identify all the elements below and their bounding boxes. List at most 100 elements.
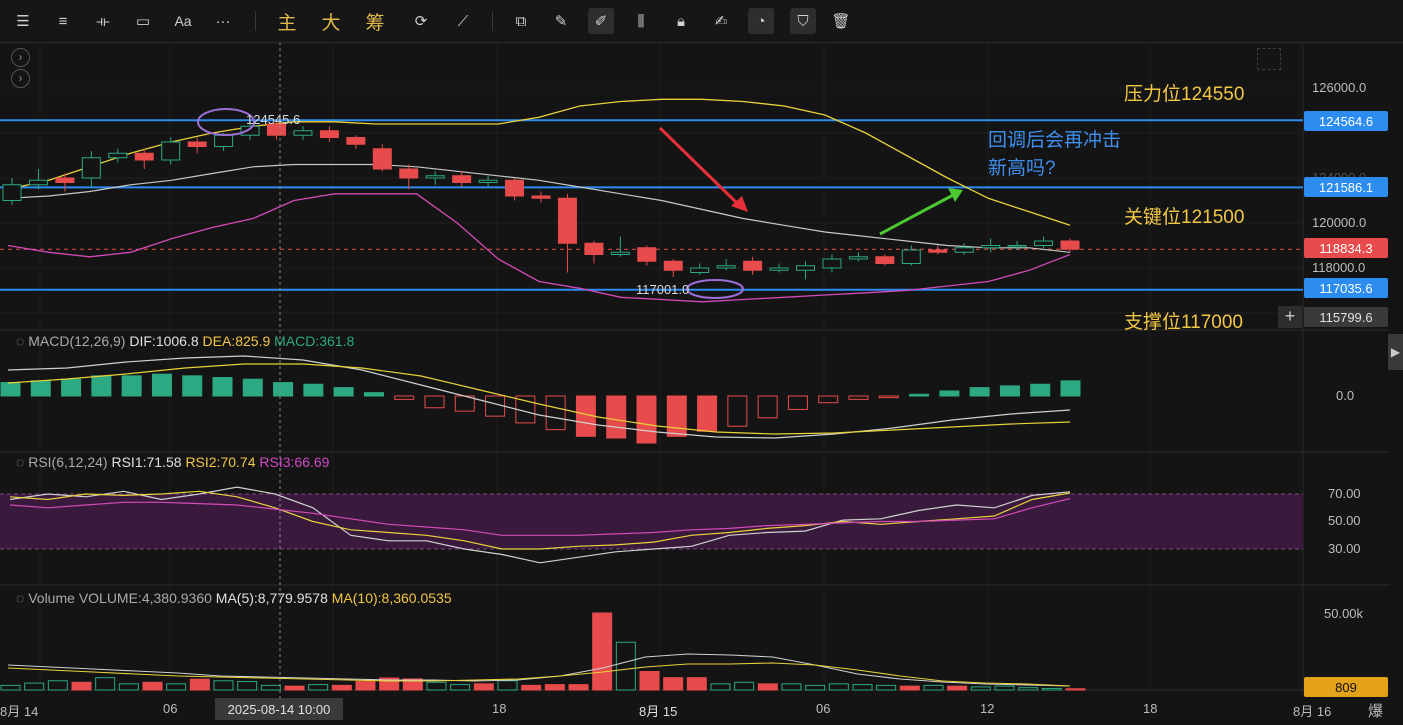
last-price-tag: 118834.3 bbox=[1304, 238, 1388, 258]
candle-down bbox=[319, 130, 339, 138]
rsi3-line bbox=[9, 498, 1071, 536]
price-axis-label: 118000.0 bbox=[1312, 260, 1366, 275]
resistance-annotation: 压力位124550 bbox=[1124, 84, 1245, 105]
time-label: 18 bbox=[492, 701, 507, 716]
candles bbox=[2, 119, 1080, 280]
high-circle-marker bbox=[197, 108, 255, 136]
macd-bar bbox=[121, 375, 142, 397]
collapse-panel-icon[interactable]: ▶ bbox=[1388, 334, 1403, 370]
rectangle-icon[interactable]: ▭ bbox=[135, 13, 151, 30]
explode-label: 爆 bbox=[1368, 703, 1384, 720]
macd-dea-line bbox=[7, 363, 1071, 435]
macd-bar bbox=[636, 395, 657, 444]
big-order-button[interactable]: 大 bbox=[321, 12, 341, 34]
more-icon[interactable]: ··· bbox=[215, 12, 231, 30]
rsi2-line bbox=[9, 490, 1071, 550]
candle-down bbox=[743, 260, 763, 271]
rsi-name[interactable]: RSI(6,12,24) bbox=[28, 454, 108, 470]
volume-axis-label: 50.00k bbox=[1324, 606, 1364, 621]
fullscreen-icon[interactable] bbox=[1257, 48, 1281, 70]
volume-ma5-line bbox=[7, 653, 1071, 687]
macd-bar bbox=[848, 395, 869, 400]
candle-down bbox=[452, 175, 472, 183]
candle-down bbox=[505, 179, 525, 197]
candle-down bbox=[531, 195, 551, 199]
volume-bar bbox=[308, 684, 329, 691]
volume-bar bbox=[521, 684, 542, 691]
volume-bar bbox=[923, 684, 944, 691]
macd-bar bbox=[909, 393, 930, 397]
candle-up bbox=[293, 130, 313, 136]
expand-icon[interactable]: › bbox=[11, 48, 30, 67]
crosshair-price-tag: 115799.6 bbox=[1304, 307, 1388, 327]
cycle-icon[interactable]: ⟳ bbox=[414, 13, 428, 30]
low-circle-marker bbox=[686, 279, 744, 299]
macd-bar bbox=[757, 395, 778, 419]
alarm-icon[interactable]: ◌ bbox=[16, 590, 25, 606]
main-chart-button[interactable]: 主 bbox=[277, 12, 297, 34]
candle-up bbox=[240, 125, 260, 136]
macd-bar bbox=[30, 380, 51, 397]
measure-icon[interactable]: ✎ bbox=[554, 13, 568, 30]
key-level-annotation: 关键位121500 bbox=[1124, 207, 1245, 228]
volume-bar bbox=[284, 685, 305, 691]
volume-bar bbox=[260, 684, 281, 691]
pencil-icon[interactable]: ✐ bbox=[588, 8, 614, 34]
candle-up bbox=[769, 267, 789, 271]
volume-bar bbox=[805, 684, 826, 691]
rsi1-value: RSI1:71.58 bbox=[111, 454, 182, 470]
volume-legend: ◌ Volume VOLUME:4,380.9360 MA(5):8,779.9… bbox=[16, 590, 452, 606]
list-icon[interactable]: ≡ bbox=[58, 12, 68, 30]
expand-icon[interactable]: › bbox=[11, 69, 30, 88]
candle-down bbox=[1060, 240, 1080, 250]
candle-down bbox=[637, 247, 657, 262]
candles-icon[interactable]: ⫼ bbox=[637, 12, 645, 30]
macd-bar bbox=[606, 395, 627, 439]
bb-mid-line bbox=[7, 163, 1071, 253]
candle-up bbox=[425, 175, 445, 179]
ruler-line-icon[interactable]: ⟋ bbox=[457, 12, 469, 30]
macd-bar bbox=[818, 395, 839, 404]
macd-bar bbox=[545, 395, 566, 431]
alarm-icon[interactable]: ◌ bbox=[16, 454, 25, 470]
chips-button[interactable]: 筹 bbox=[365, 12, 385, 34]
lock-icon[interactable]: 🔒︎ bbox=[677, 12, 685, 30]
macd-bar bbox=[787, 395, 808, 410]
add-icon[interactable]: + bbox=[1278, 306, 1302, 328]
price-axis-label: 126000.0 bbox=[1312, 80, 1367, 95]
magnet-icon[interactable]: ◔ bbox=[748, 8, 774, 34]
volume-bar bbox=[237, 681, 258, 691]
macd-bar bbox=[394, 395, 415, 400]
volume-bar bbox=[615, 641, 636, 691]
macd-bar bbox=[61, 378, 82, 397]
candle-down bbox=[372, 148, 392, 170]
crosshair-icon[interactable]: ⟛ bbox=[96, 12, 110, 30]
text-icon[interactable]: Aa bbox=[174, 13, 192, 29]
trash-icon[interactable]: 🗑︎ bbox=[831, 13, 851, 30]
volume-bar bbox=[426, 681, 447, 691]
rsi-band bbox=[0, 494, 1303, 549]
volume-bar bbox=[710, 683, 731, 691]
candle-down bbox=[399, 168, 419, 179]
candle-down bbox=[928, 249, 948, 253]
menu-icon[interactable]: ☰ bbox=[16, 13, 30, 30]
volume-bar bbox=[1065, 688, 1086, 691]
alarm-icon[interactable]: ◌ bbox=[16, 333, 25, 349]
candle-up bbox=[214, 134, 234, 147]
macd-name[interactable]: MACD(12,26,9) bbox=[28, 333, 126, 349]
support-annotation: 支撑位117000 bbox=[1124, 312, 1243, 333]
hline-price-tag: 121586.1 bbox=[1304, 177, 1388, 197]
volume-name[interactable]: Volume bbox=[28, 590, 75, 606]
volume-bar bbox=[1041, 687, 1062, 691]
low-marker-label: 117001.0 bbox=[636, 282, 690, 297]
rsi-pane bbox=[9, 486, 1071, 564]
edit-icon[interactable]: ✍ bbox=[714, 13, 728, 30]
macd-bar bbox=[242, 378, 263, 397]
copy-icon[interactable]: ⧉ bbox=[515, 12, 527, 30]
candle-down bbox=[875, 256, 895, 264]
macd-dif-line bbox=[7, 355, 1071, 439]
bb-lower-line bbox=[7, 193, 1071, 303]
filter-icon[interactable]: ⛉ bbox=[790, 8, 816, 34]
time-label: 8月 14 bbox=[0, 704, 39, 719]
